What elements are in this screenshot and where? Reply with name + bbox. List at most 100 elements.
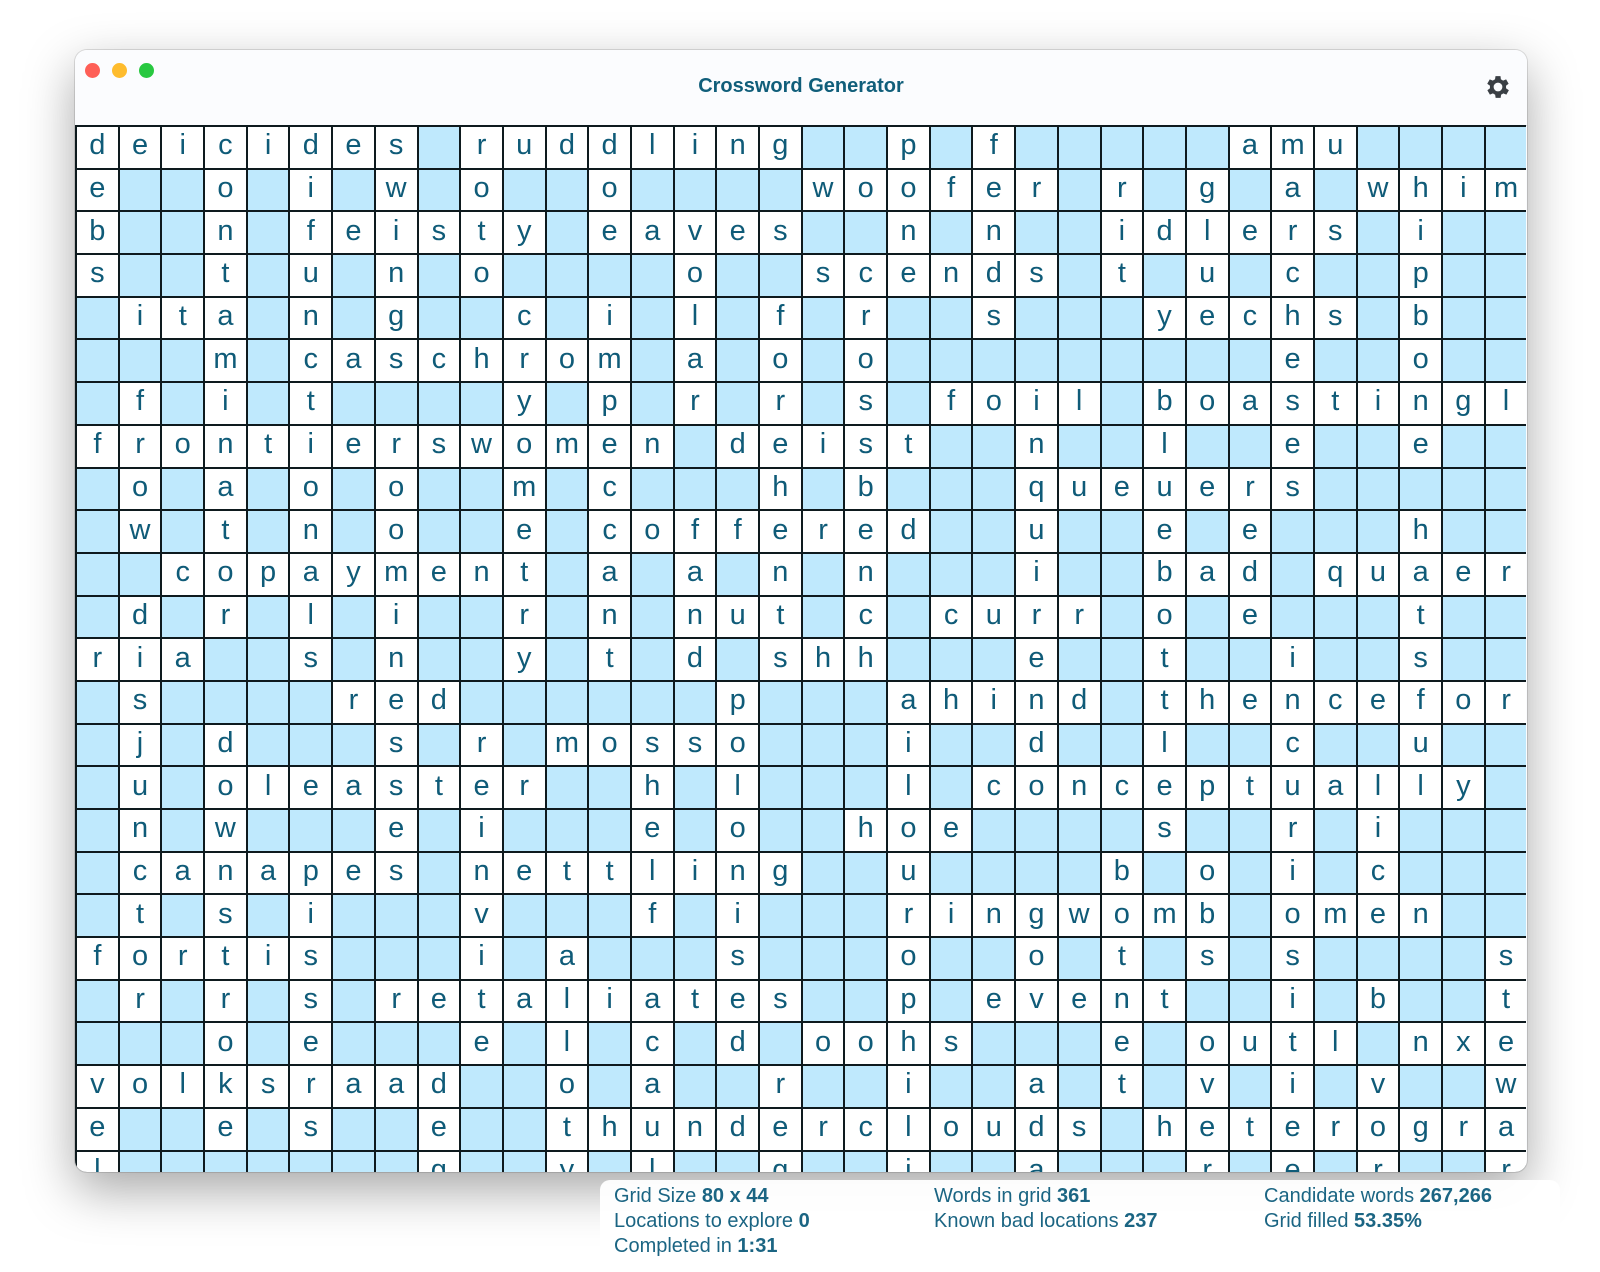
grid-cell-empty: [203, 679, 246, 723]
grid-cell-empty: [1312, 338, 1356, 382]
grid-cell-empty: [715, 1149, 758, 1172]
grid-cell-empty: [1398, 125, 1441, 168]
zoom-window-button[interactable]: [139, 63, 154, 78]
grid-cell-empty: [800, 808, 844, 851]
grid-cell-letter: s: [75, 253, 118, 296]
grid-cell-empty: [928, 978, 972, 1022]
grid-cell-letter: u: [1355, 551, 1399, 595]
grid-cell-letter: f: [971, 125, 1015, 168]
grid-cell-empty: [587, 765, 630, 808]
grid-cell-letter: r: [758, 1064, 801, 1107]
grid-cell-letter: s: [672, 722, 716, 766]
grid-cell-letter: r: [1270, 210, 1313, 254]
grid-cell-empty: [245, 594, 289, 638]
grid-cell-letter: r: [1227, 466, 1271, 510]
grid-cell-letter: i: [971, 679, 1015, 723]
grid-cell-letter: c: [288, 338, 332, 382]
grid-cell-letter: i: [1270, 637, 1313, 680]
grid-cell-empty: [501, 253, 545, 296]
grid-cell-empty: [672, 765, 716, 808]
grid-cell-letter: r: [1355, 1149, 1399, 1172]
grid-cell-empty: [800, 594, 844, 638]
grid-cell-empty: [1099, 1106, 1143, 1150]
grid-cell-letter: e: [501, 509, 545, 552]
grid-cell-letter: o: [1270, 893, 1313, 937]
grid-cell-empty: [1227, 423, 1271, 467]
grid-cell-letter: p: [288, 850, 332, 894]
grid-cell-letter: d: [416, 1064, 460, 1107]
grid-cell-letter: a: [629, 978, 673, 1022]
grid-cell-letter: e: [1056, 978, 1100, 1022]
grid-cell-empty: [928, 637, 972, 680]
grid-cell-letter: r: [373, 978, 417, 1022]
grid-cell-empty: [245, 1106, 289, 1150]
grid-cell-empty: [1227, 893, 1271, 937]
grid-cell-empty: [331, 1021, 374, 1065]
grid-cell-letter: e: [715, 210, 758, 254]
grid-cell-letter: c: [117, 850, 161, 894]
grid-cell-letter: a: [160, 637, 204, 680]
grid-cell-empty: [1312, 1149, 1356, 1172]
grid-cell-letter: r: [459, 722, 502, 766]
grid-cell-empty: [160, 978, 204, 1022]
grid-cell-letter: s: [1312, 295, 1356, 339]
grid-cell-letter: t: [544, 1106, 588, 1150]
close-window-button[interactable]: [85, 63, 100, 78]
grid-cell-empty: [1270, 509, 1313, 552]
grid-cell-empty: [1227, 167, 1271, 211]
grid-cell-letter: m: [1312, 893, 1356, 937]
grid-cell-letter: s: [800, 253, 844, 296]
grid-cell-letter: a: [373, 1064, 417, 1107]
grid-cell-empty: [160, 765, 204, 808]
grid-cell-empty: [1099, 125, 1143, 168]
grid-cell-empty: [416, 295, 460, 339]
grid-cell-empty: [1398, 850, 1441, 894]
grid-cell-empty: [501, 1149, 545, 1172]
grid-cell-letter: c: [843, 253, 887, 296]
grid-cell-letter: h: [843, 808, 887, 851]
grid-cell-letter: o: [800, 1021, 844, 1065]
grid-cell-empty: [416, 808, 460, 851]
grid-cell-empty: [1441, 1064, 1484, 1107]
grid-cell-empty: [416, 722, 460, 766]
grid-cell-letter: e: [1483, 1021, 1527, 1065]
stat-grid-size: Grid Size 80 x 44: [614, 1184, 934, 1209]
grid-cell-empty: [1056, 722, 1100, 766]
grid-cell-empty: [288, 808, 332, 851]
grid-cell-letter: p: [886, 125, 929, 168]
grid-cell-letter: g: [758, 1149, 801, 1172]
grid-cell-letter: b: [1184, 893, 1228, 937]
grid-cell-empty: [1483, 295, 1527, 339]
grid-cell-empty: [629, 167, 673, 211]
grid-cell-empty: [331, 295, 374, 339]
grid-cell-empty: [1099, 423, 1143, 467]
grid-cell-empty: [1227, 1149, 1271, 1172]
grid-cell-empty: [373, 381, 417, 424]
grid-cell-letter: c: [1355, 850, 1399, 894]
grid-cell-empty: [715, 466, 758, 510]
grid-cell-letter: c: [1099, 765, 1143, 808]
grid-cell-letter: a: [629, 210, 673, 254]
grid-cell-empty: [928, 765, 972, 808]
grid-cell-letter: l: [715, 765, 758, 808]
grid-cell-letter: d: [288, 125, 332, 168]
grid-cell-letter: d: [544, 125, 588, 168]
grid-cell-letter: a: [544, 936, 588, 979]
grid-cell-empty: [800, 381, 844, 424]
grid-cell-empty: [1483, 338, 1527, 382]
grid-cell-empty: [331, 978, 374, 1022]
grid-cell-empty: [459, 381, 502, 424]
grid-cell-letter: s: [715, 936, 758, 979]
grid-cell-letter: a: [501, 978, 545, 1022]
grid-cell-empty: [416, 850, 460, 894]
grid-cell-empty: [1014, 125, 1057, 168]
grid-cell-empty: [1483, 210, 1527, 254]
minimize-window-button[interactable]: [112, 63, 127, 78]
gear-icon[interactable]: [1483, 72, 1513, 102]
grid-cell-letter: o: [672, 253, 716, 296]
grid-cell-letter: t: [758, 594, 801, 638]
grid-cell-empty: [544, 466, 588, 510]
grid-cell-empty: [1014, 210, 1057, 254]
grid-cell-letter: o: [117, 466, 161, 510]
grid-cell-empty: [1184, 338, 1228, 382]
